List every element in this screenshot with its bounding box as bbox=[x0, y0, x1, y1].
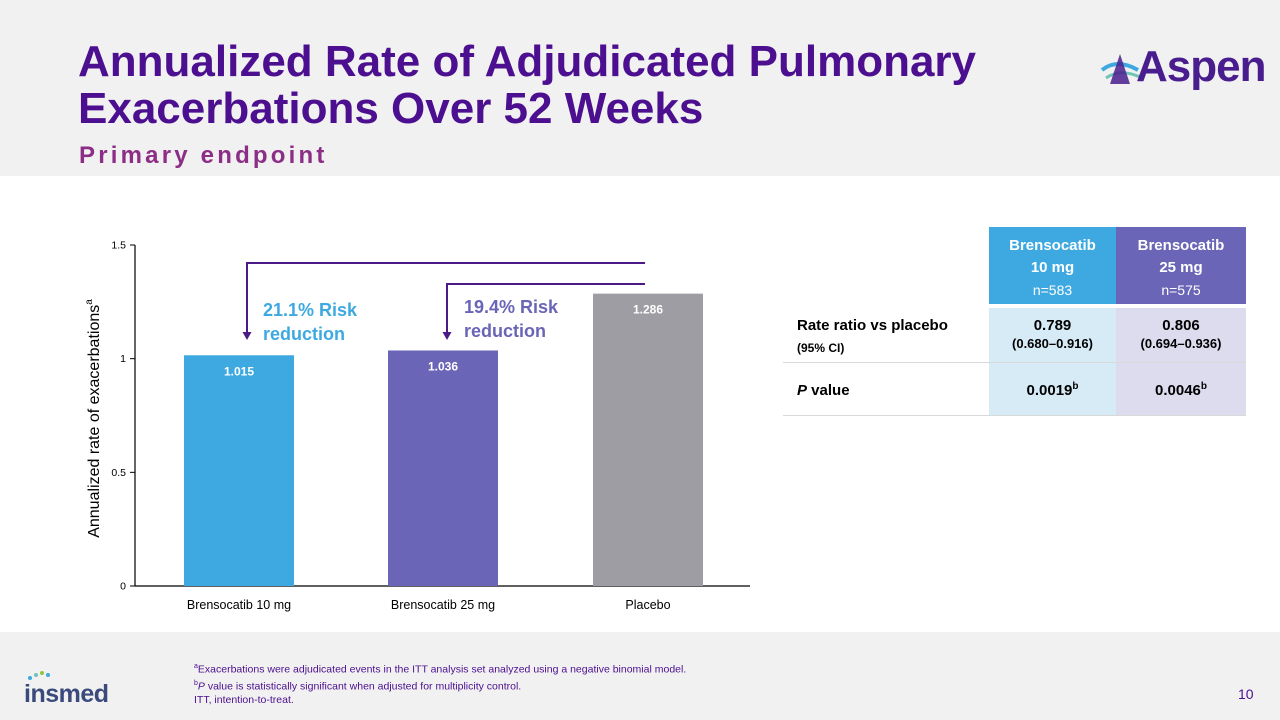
bar-value-label: 1.286 bbox=[633, 303, 663, 317]
row-divider bbox=[783, 362, 1246, 363]
rate-ratio-label: Rate ratio vs placebo bbox=[797, 317, 948, 334]
p-value-25mg-value: 0.0046 bbox=[1155, 382, 1201, 399]
bar-chart: 0 0.5 1 1.5 Annualized rate of exacerbations… bbox=[84, 240, 750, 612]
bar-2 bbox=[388, 350, 498, 586]
table-bottom-rule bbox=[783, 415, 1246, 416]
x-category-label: Brensocatib 25 mg bbox=[391, 598, 495, 612]
p-value-10mg-sup: b bbox=[1072, 381, 1079, 392]
bar-value-label: 1.036 bbox=[428, 359, 458, 373]
aspen-wave-icon bbox=[1100, 54, 1143, 84]
footnotes: aExacerbations were adjudicated events i… bbox=[194, 660, 686, 708]
p-value-10mg: 0.0019b bbox=[989, 363, 1116, 415]
col1-n: n=583 bbox=[1032, 282, 1073, 298]
bracket-10mg-line bbox=[246, 262, 645, 333]
footnote-a: aExacerbations were adjudicated events i… bbox=[194, 660, 686, 677]
row-p-value-label: P value bbox=[797, 382, 987, 399]
footnote-itt: ITT, intention-to-treat. bbox=[194, 694, 294, 706]
p-label-rest: value bbox=[807, 382, 850, 399]
insmed-dots-icon bbox=[28, 671, 50, 680]
col2-name: Brensocatib bbox=[1137, 237, 1225, 254]
aspen-logo: Aspen bbox=[1098, 40, 1266, 96]
y-tick-label: 0 bbox=[120, 581, 126, 593]
insmed-logo: insmed bbox=[24, 671, 124, 712]
bracket-25mg-arrowhead bbox=[442, 332, 452, 340]
y-tick-label: 1.5 bbox=[111, 240, 126, 252]
title-line-2: Exacerbations Over 52 Weeks bbox=[78, 84, 704, 133]
bar-value-label: 1.015 bbox=[224, 364, 254, 378]
page-number: 10 bbox=[1238, 686, 1254, 702]
rate-ratio-10mg-value: 0.789 bbox=[1033, 317, 1072, 334]
table-header-25mg: Brensocatib 25 mg n=575 bbox=[1116, 227, 1246, 304]
rate-ratio-25mg: 0.806 (0.694–0.936) bbox=[1116, 308, 1246, 362]
x-category-label: Brensocatib 10 mg bbox=[187, 598, 291, 612]
footnote-b-italic: P bbox=[197, 680, 205, 693]
p-value-10mg-value: 0.0019 bbox=[1026, 382, 1073, 399]
p-value-25mg-sup: b bbox=[1200, 381, 1207, 392]
ci-label: (95% CI) bbox=[797, 341, 845, 355]
footnote-b-text: value is statistically significant when … bbox=[204, 680, 522, 693]
risk-reduction-label-1: 21.1% Risk bbox=[263, 300, 358, 320]
p-value-25mg: 0.0046b bbox=[1116, 363, 1246, 415]
footnote-a-sup: a bbox=[194, 663, 198, 670]
risk-reduction-sublabel-2: reduction bbox=[464, 321, 546, 341]
bar-1 bbox=[184, 355, 294, 586]
aspen-logo-text: Aspen bbox=[1136, 42, 1266, 91]
risk-reduction-sublabel-1: reduction bbox=[263, 324, 345, 344]
footnote-b-sup: b bbox=[194, 680, 198, 687]
footer-band bbox=[0, 632, 1280, 720]
y-tick-label: 0.5 bbox=[111, 467, 126, 479]
risk-reduction-label-2: 19.4% Risk bbox=[464, 297, 559, 317]
rate-ratio-25mg-ci: (0.694–0.936) bbox=[1140, 336, 1222, 351]
header-band bbox=[0, 0, 1280, 176]
bracket-10mg-arrowhead bbox=[242, 332, 252, 340]
rate-ratio-10mg: 0.789 (0.680–0.916) bbox=[989, 308, 1116, 362]
row-rate-ratio-label: Rate ratio vs placebo (95% CI) bbox=[797, 317, 987, 355]
p-italic: P bbox=[797, 382, 808, 399]
table-header-10mg: Brensocatib 10 mg n=583 bbox=[989, 227, 1116, 304]
insmed-logo-text: insmed bbox=[24, 680, 109, 708]
y-tick-label: 1 bbox=[120, 353, 126, 365]
footnote-b: bP value is statistically significant wh… bbox=[194, 677, 686, 694]
footnote-a-text: Exacerbations were adjudicated events in… bbox=[197, 663, 687, 676]
page-title: Annualized Rate of Adjudicated Pulmonary… bbox=[78, 38, 1088, 132]
page-subtitle: Primary endpoint bbox=[79, 142, 328, 169]
col1-name: Brensocatib bbox=[1009, 237, 1096, 254]
x-category-label: Placebo bbox=[625, 598, 670, 612]
col2-dose: 25 mg bbox=[1159, 259, 1203, 276]
bracket-25mg-line bbox=[446, 283, 645, 333]
col2-n: n=575 bbox=[1161, 282, 1201, 298]
title-line-1: Annualized Rate of Adjudicated Pulmonary bbox=[78, 37, 977, 86]
rate-ratio-10mg-ci: (0.680–0.916) bbox=[1012, 336, 1093, 351]
rate-ratio-25mg-value: 0.806 bbox=[1162, 317, 1200, 334]
col1-dose: 10 mg bbox=[1030, 259, 1075, 276]
bar-3 bbox=[593, 293, 703, 586]
y-axis-label: Annualized rate of exacerbationsa bbox=[84, 299, 103, 538]
